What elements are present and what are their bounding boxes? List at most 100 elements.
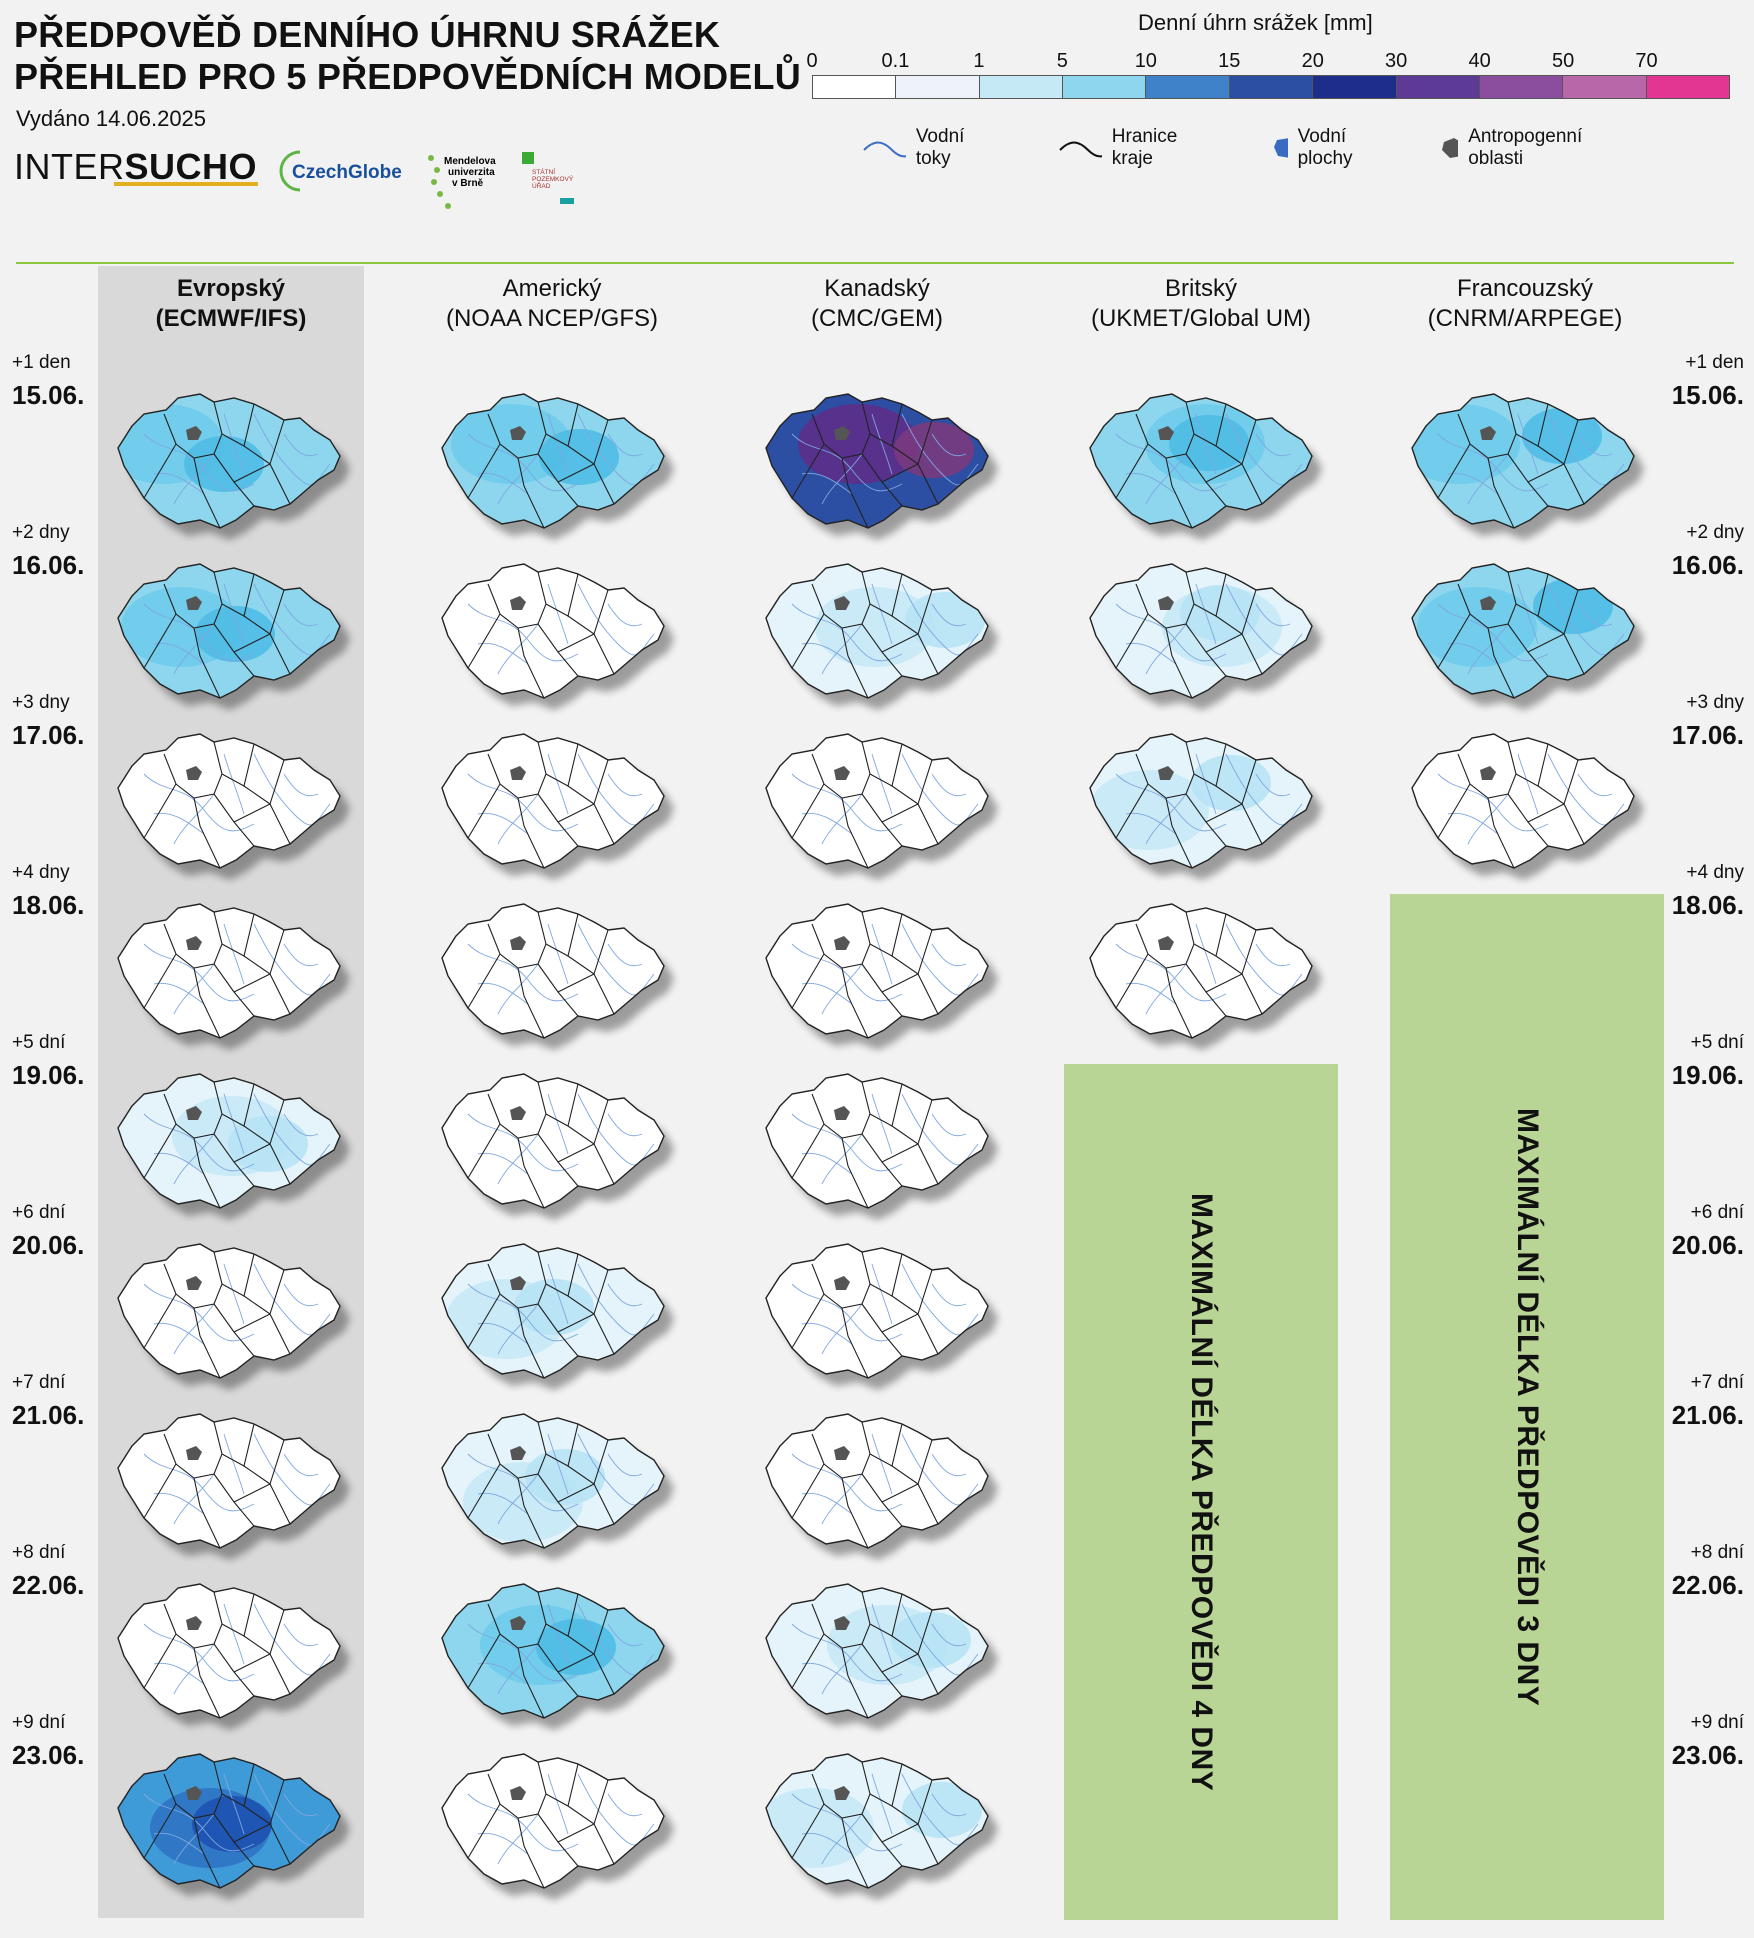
day-offset: +4 dny (1686, 862, 1744, 883)
czechia-map-icon (765, 1583, 998, 1730)
czechia-map-icon (765, 903, 998, 1050)
border-icon (1059, 141, 1102, 158)
precipitation-map (1076, 884, 1326, 1050)
day-date: 22.06. (12, 1570, 85, 1600)
model-code: (NOAA NCEP/GFS) (445, 305, 659, 332)
czechia-map-icon (441, 1583, 674, 1730)
day-date: 20.06. (1671, 1230, 1744, 1260)
row-label-left: +4 dny 18.06. (12, 862, 122, 921)
day-date: 16.06. (12, 550, 85, 580)
svg-text:ÚŘAD: ÚŘAD (532, 181, 551, 190)
precipitation-map (1398, 544, 1648, 710)
row-label-right: +5 dní 19.06. (1624, 1032, 1744, 1091)
legend-tick-label: 1 (973, 50, 985, 72)
row-label-left: +3 dny 17.06. (12, 692, 122, 751)
precipitation-map (428, 714, 678, 880)
czechia-map-icon (1411, 733, 1644, 880)
precipitation-map (428, 1394, 678, 1560)
legend-color-cell (1646, 76, 1729, 98)
day-offset: +9 dní (1690, 1712, 1744, 1733)
row-label-right: +8 dní 22.06. (1624, 1542, 1744, 1601)
intersucho-logo-part1: INTER (14, 146, 125, 187)
day-date: 23.06. (12, 1740, 85, 1770)
legend-color-cell (1229, 76, 1314, 98)
czechia-map-icon (1089, 393, 1322, 540)
legend-tick-label: 50 (1551, 50, 1575, 72)
day-offset: +8 dní (1690, 1542, 1744, 1563)
svg-text:Mendelova: Mendelova (444, 156, 496, 167)
precipitation-map (428, 1564, 678, 1730)
precipitation-map (752, 1224, 1002, 1390)
precipitation-map (1398, 374, 1648, 540)
day-offset: +2 dny (1686, 522, 1744, 543)
precipitation-map (428, 884, 678, 1050)
ukmet-max-length-text: MAXIMÁLNÍ DÉLKA PŘEDPOVĚDI 4 DNY (1185, 1192, 1218, 1792)
czechia-map-icon (441, 733, 674, 880)
row-label-left: +5 dní 19.06. (12, 1032, 122, 1091)
day-date: 18.06. (1671, 890, 1744, 920)
arpege-max-length-text: MAXIMÁLNÍ DÉLKA PŘEDPOVĚDI 3 DNY (1511, 1107, 1544, 1707)
czechia-map-icon (117, 393, 350, 540)
day-date: 16.06. (1671, 550, 1744, 580)
precipitation-map (428, 1734, 678, 1900)
arpege-max-length-box: MAXIMÁLNÍ DÉLKA PŘEDPOVĚDI 3 DNY (1390, 894, 1664, 1920)
czechia-map-icon (1089, 733, 1322, 880)
row-label-left: +9 dní 23.06. (12, 1712, 122, 1771)
czechia-map-icon (765, 1073, 998, 1220)
day-offset: +9 dní (12, 1712, 66, 1733)
legend-color-cell (1563, 76, 1647, 98)
day-offset: +2 dny (12, 522, 70, 543)
day-offset: +7 dní (1690, 1372, 1744, 1393)
czechia-map-icon (441, 563, 674, 710)
intersucho-logo: INTERSUCHO (14, 146, 258, 188)
czechia-map-icon (441, 393, 674, 540)
czechia-map-icon (765, 393, 998, 540)
row-label-left: +1 den 15.06. (12, 352, 122, 411)
day-date: 19.06. (12, 1060, 85, 1090)
model-code: (ECMWF/IFS) (155, 305, 307, 332)
legend-tick-label: 30 (1385, 50, 1408, 72)
czechia-map-icon (765, 1753, 998, 1900)
river-icon (863, 141, 906, 158)
precipitation-map (104, 714, 354, 880)
day-date: 20.06. (12, 1230, 85, 1260)
czechia-map-icon (117, 1413, 350, 1560)
title-line-2: PŘEHLED PRO 5 PŘEDPOVĚDNÍCH MODELŮ (14, 56, 801, 97)
czechia-map-icon (117, 903, 350, 1050)
precipitation-map (1076, 544, 1326, 710)
legend-tick-label: 20 (1301, 50, 1324, 72)
precipitation-map (752, 714, 1002, 880)
precipitation-map (104, 1054, 354, 1220)
legend-color-cell (1396, 76, 1480, 98)
day-offset: +4 dny (12, 862, 70, 883)
svg-text:univerzita: univerzita (448, 167, 495, 178)
key-rivers-label: Vodní toky (915, 126, 965, 169)
day-date: 18.06. (12, 890, 85, 920)
model-header-ecmwf: Evropský (ECMWF/IFS) (81, 274, 381, 334)
precipitation-map (1076, 714, 1326, 880)
precipitation-map (104, 1224, 354, 1390)
day-offset: +8 dní (12, 1542, 66, 1563)
title-line-1: PŘEDPOVĚĎ DENNÍHO ÚHRNU SRÁŽEK (14, 14, 721, 55)
legend-tick-label: 15 (1218, 50, 1241, 72)
czechia-map-icon (765, 1413, 998, 1560)
header-separator (16, 262, 1734, 264)
mendel-university-logo: Mendelova univerzita v Brně (426, 154, 506, 213)
model-name: Britský (1165, 275, 1237, 302)
legend-color-cell (1063, 76, 1147, 98)
czechia-map-icon (117, 733, 350, 880)
czechia-map-icon (117, 1073, 350, 1220)
precipitation-map (428, 1224, 678, 1390)
precipitation-map (1398, 714, 1648, 880)
czechia-map-icon (441, 1073, 674, 1220)
precipitation-map (104, 1734, 354, 1900)
key-borders: Hranice kraje (1058, 126, 1193, 170)
precipitation-map (104, 884, 354, 1050)
svg-text:POZEMKOVÝ: POZEMKOVÝ (532, 174, 574, 183)
legend-color-cell (1479, 76, 1564, 98)
model-name: Americký (502, 275, 602, 302)
czechia-map-icon (1411, 563, 1644, 710)
precipitation-map (428, 544, 678, 710)
day-offset: +6 dní (12, 1202, 66, 1223)
model-name: Kanadský (824, 275, 930, 302)
